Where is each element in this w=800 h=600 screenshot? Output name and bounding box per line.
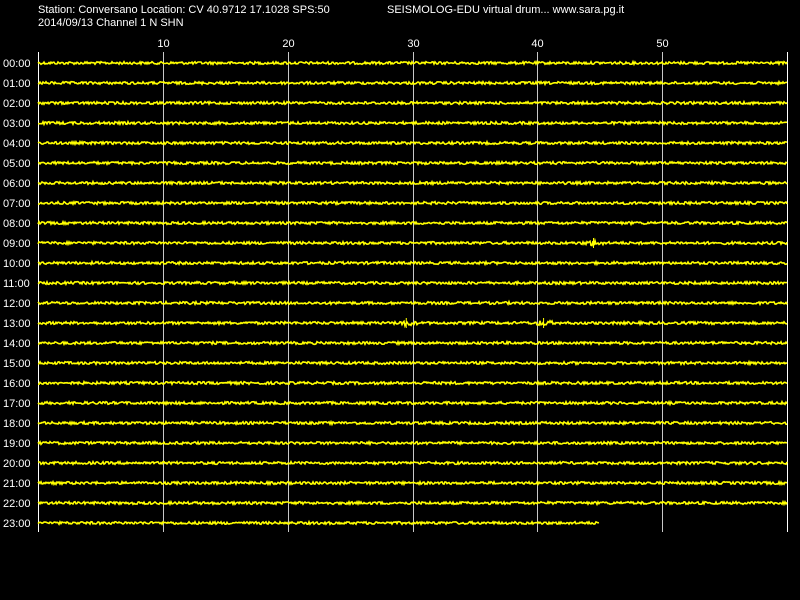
row-label: 03:00 (3, 118, 31, 130)
trace-1700 (37, 399, 788, 407)
trace-1100 (37, 279, 788, 287)
trace-1400 (37, 339, 788, 347)
row-label: 09:00 (3, 238, 31, 250)
trace-0100 (37, 79, 788, 87)
trace-2200 (37, 499, 788, 507)
trace-2300 (37, 519, 600, 527)
trace-1200 (37, 299, 788, 307)
drum-title: SEISMOLOG-EDU virtual drum... www.sara.p… (387, 4, 625, 16)
row-label: 17:00 (3, 398, 31, 410)
x-tick-label: 20 (282, 38, 294, 50)
row-label: 05:00 (3, 158, 31, 170)
trace-0400 (37, 139, 788, 147)
row-label: 23:00 (3, 518, 31, 530)
trace-0500 (37, 159, 788, 167)
row-label: 00:00 (3, 58, 31, 70)
row-label: 21:00 (3, 478, 31, 490)
row-label: 06:00 (3, 178, 31, 190)
row-label: 20:00 (3, 458, 31, 470)
trace-1500 (37, 359, 788, 367)
x-tick-label: 10 (157, 38, 169, 50)
x-tick-label: 40 (531, 38, 543, 50)
row-label: 22:00 (3, 498, 31, 510)
row-label: 11:00 (3, 278, 30, 290)
row-label: 14:00 (3, 338, 31, 350)
trace-2100 (37, 479, 788, 487)
row-label: 10:00 (3, 258, 31, 270)
trace-1300 (37, 319, 788, 329)
row-label: 19:00 (3, 438, 31, 450)
trace-0900 (37, 237, 788, 247)
trace-2000 (37, 459, 788, 467)
date-channel: 2014/09/13 Channel 1 N SHN (38, 17, 184, 29)
trace-1800 (37, 419, 787, 427)
row-label: 12:00 (3, 298, 31, 310)
row-label: 18:00 (3, 418, 31, 430)
station-info: Station: Conversano Location: CV 40.9712… (38, 4, 330, 16)
trace-0800 (37, 219, 788, 227)
row-label: 04:00 (3, 138, 31, 150)
trace-1000 (37, 259, 788, 267)
row-label: 15:00 (3, 358, 31, 370)
trace-0600 (37, 179, 788, 187)
trace-0200 (37, 99, 788, 107)
trace-1900 (37, 439, 788, 447)
x-tick-label: 30 (407, 38, 419, 50)
trace-0300 (38, 119, 788, 127)
trace-1600 (38, 379, 788, 387)
row-label: 16:00 (3, 378, 31, 390)
row-label: 08:00 (3, 218, 31, 230)
x-tick-label: 50 (656, 38, 668, 50)
row-label: 02:00 (3, 98, 31, 110)
row-label: 07:00 (3, 198, 31, 210)
row-label: 01:00 (3, 78, 31, 90)
trace-0700 (37, 199, 788, 207)
trace-0000 (37, 59, 788, 67)
row-label: 13:00 (3, 318, 31, 330)
